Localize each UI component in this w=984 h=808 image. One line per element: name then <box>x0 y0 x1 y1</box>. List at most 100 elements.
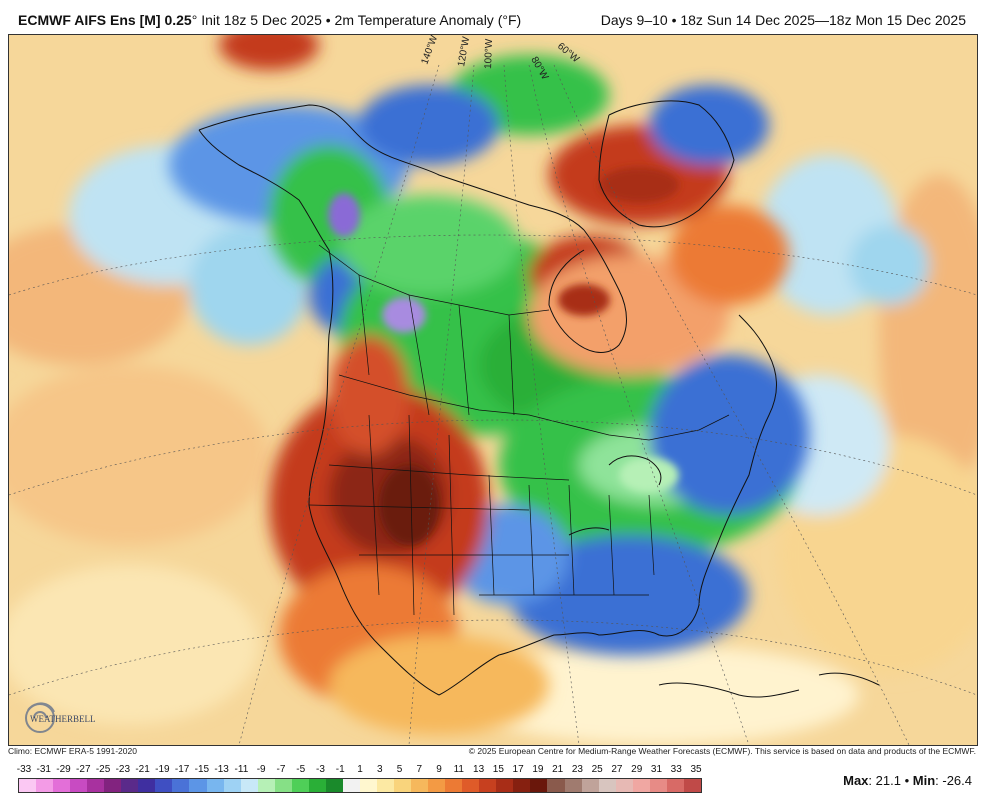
colorbar-swatch <box>155 779 173 792</box>
colorbar-swatch <box>36 779 54 792</box>
colorbar-tick-label: -11 <box>234 764 249 775</box>
lon-label: 100°W <box>483 38 495 69</box>
colorbar-swatch <box>257 779 275 792</box>
colorbar-swatch <box>291 779 309 792</box>
colorbar-swatch <box>138 779 156 792</box>
colorbar-swatch <box>581 779 599 792</box>
colorbar-swatch <box>240 779 258 792</box>
colorbar-swatch <box>308 779 326 792</box>
colorbar-swatch <box>325 779 343 792</box>
max-min-readout: Max: 21.1 • Min: -26.4 <box>843 773 972 788</box>
colorbar-tick-label: 1 <box>357 764 363 775</box>
colorbar-tick-label: 23 <box>571 764 583 775</box>
colorbar-tick-label: 17 <box>512 764 524 775</box>
header: ECMWF AIFS Ens [M] 0.25° Init 18z 5 Dec … <box>0 0 984 34</box>
colorbar-tick-label: 5 <box>396 764 403 775</box>
valid-time: Days 9–10 • 18z Sun 14 Dec 2025—18z Mon … <box>600 12 966 28</box>
colorbar-tick-label: 29 <box>631 764 643 775</box>
coastlines <box>198 100 880 698</box>
colorbar-tick-label: -19 <box>155 764 170 775</box>
colorbar-tick-label: 35 <box>690 764 702 775</box>
colorbar-tick-label: 31 <box>650 764 663 775</box>
copyright-note: © 2025 European Centre for Medium-Range … <box>468 746 976 756</box>
colorbar-swatch <box>359 779 377 792</box>
colorbar-tick-label: -3 <box>316 764 325 775</box>
colorbar-tick-label: -17 <box>174 764 190 775</box>
colorbar-swatch <box>70 779 88 792</box>
colorbar-tick-label: 3 <box>376 764 383 775</box>
colorbar-swatch <box>104 779 122 792</box>
colorbar-tick-label: 19 <box>532 764 544 775</box>
colorbar-tick-label: -29 <box>56 764 71 775</box>
colorbar-tick-label: 33 <box>670 764 682 775</box>
colorbar-swatch <box>496 779 514 792</box>
min-value: : -26.4 <box>935 773 972 788</box>
colorbar-tick-label: -33 <box>16 764 32 775</box>
colorbar-tick-label: -13 <box>214 764 229 775</box>
stat-separator: • <box>904 773 910 788</box>
colorbar-tick-label: -27 <box>76 764 91 775</box>
colorbar-swatch <box>206 779 224 792</box>
colorbar-swatch <box>666 779 684 792</box>
colorbar-tick-label: -9 <box>256 764 266 775</box>
anomaly-map[interactable]: 140°W 120°W 100°W 80°W 60°W <box>8 34 978 746</box>
weatherbell-logo: WEATHERBELL <box>25 702 96 733</box>
colorbar-tick-label: 25 <box>591 764 603 775</box>
colorbar-swatch <box>649 779 667 792</box>
colorbar-swatch <box>53 779 71 792</box>
colorbar-swatch <box>342 779 360 792</box>
colorbar-tick-label: -15 <box>194 764 210 775</box>
colorbar-tick-label: -7 <box>276 764 286 775</box>
colorbar-tick-label: -25 <box>95 764 111 775</box>
colorbar-swatch <box>513 779 531 792</box>
graticule <box>9 64 977 745</box>
colorbar-swatch <box>598 779 616 792</box>
map-title: ECMWF AIFS Ens [M] 0.25° Init 18z 5 Dec … <box>18 12 521 28</box>
max-label: Max <box>843 773 869 788</box>
colorbar-swatch <box>19 779 37 792</box>
colorbar-swatch <box>615 779 633 792</box>
climo-note: Climo: ECMWF ERA-5 1991-2020 <box>8 746 137 756</box>
lon-label: 120°W <box>456 35 472 67</box>
colorbar-swatch <box>189 779 207 792</box>
colorbar-swatch <box>428 779 446 792</box>
colorbar-tick-label: -5 <box>296 764 306 775</box>
variable-name: 2m Temperature Anomaly (°F) <box>334 12 522 28</box>
logo-text: WEATHERBELL <box>30 714 96 724</box>
colorbar: -33 -31 -29 -27 -25 -23 -21 -19 -17 -15 -13 -11 -9 -7… <box>16 764 702 796</box>
colorbar-swatch <box>530 779 548 792</box>
colorbar-swatch <box>632 779 650 792</box>
colorbar-tick-label: -23 <box>115 764 131 775</box>
init-time: Init 18z 5 Dec 2025 <box>201 12 322 28</box>
colorbar-swatch <box>683 779 701 792</box>
colorbar-tick-label: 21 <box>552 764 564 775</box>
colorbar-swatch <box>479 779 497 792</box>
colorbar-swatch <box>274 779 292 792</box>
colorbar-swatch <box>223 779 241 792</box>
colorbar-tick-label: 11 <box>453 764 465 775</box>
degree-symbol: ° <box>191 12 198 28</box>
colorbar-swatch <box>411 779 429 792</box>
colorbar-swatches <box>18 778 702 793</box>
colorbar-tick-label: -21 <box>135 764 150 775</box>
max-value: : 21.1 <box>868 773 901 788</box>
colorbar-tick-label: 7 <box>416 764 423 775</box>
extreme-anomaly-cores <box>328 167 679 545</box>
colorbar-swatch <box>394 779 412 792</box>
colorbar-ticks: -33 -31 -29 -27 -25 -23 -21 -19 -17 -15 -13 -11 -9 -7… <box>16 764 702 776</box>
colorbar-swatch <box>172 779 190 792</box>
colorbar-swatch <box>564 779 582 792</box>
colorbar-tick-label: 13 <box>473 764 485 775</box>
colorbar-swatch <box>547 779 565 792</box>
map-svg: 140°W 120°W 100°W 80°W 60°W <box>9 35 977 745</box>
colorbar-tick-label: 27 <box>611 764 623 775</box>
colorbar-tick-label: -31 <box>36 764 51 775</box>
colorbar-tick-label: 15 <box>492 764 504 775</box>
model-name: ECMWF AIFS Ens [M] 0.25 <box>18 12 192 28</box>
colorbar-swatch <box>462 779 480 792</box>
colorbar-swatch <box>376 779 395 792</box>
colorbar-tick-label: -1 <box>335 764 345 775</box>
colorbar-swatch <box>87 779 105 792</box>
min-label: Min <box>912 773 936 788</box>
colorbar-tick-label: 9 <box>436 764 442 775</box>
